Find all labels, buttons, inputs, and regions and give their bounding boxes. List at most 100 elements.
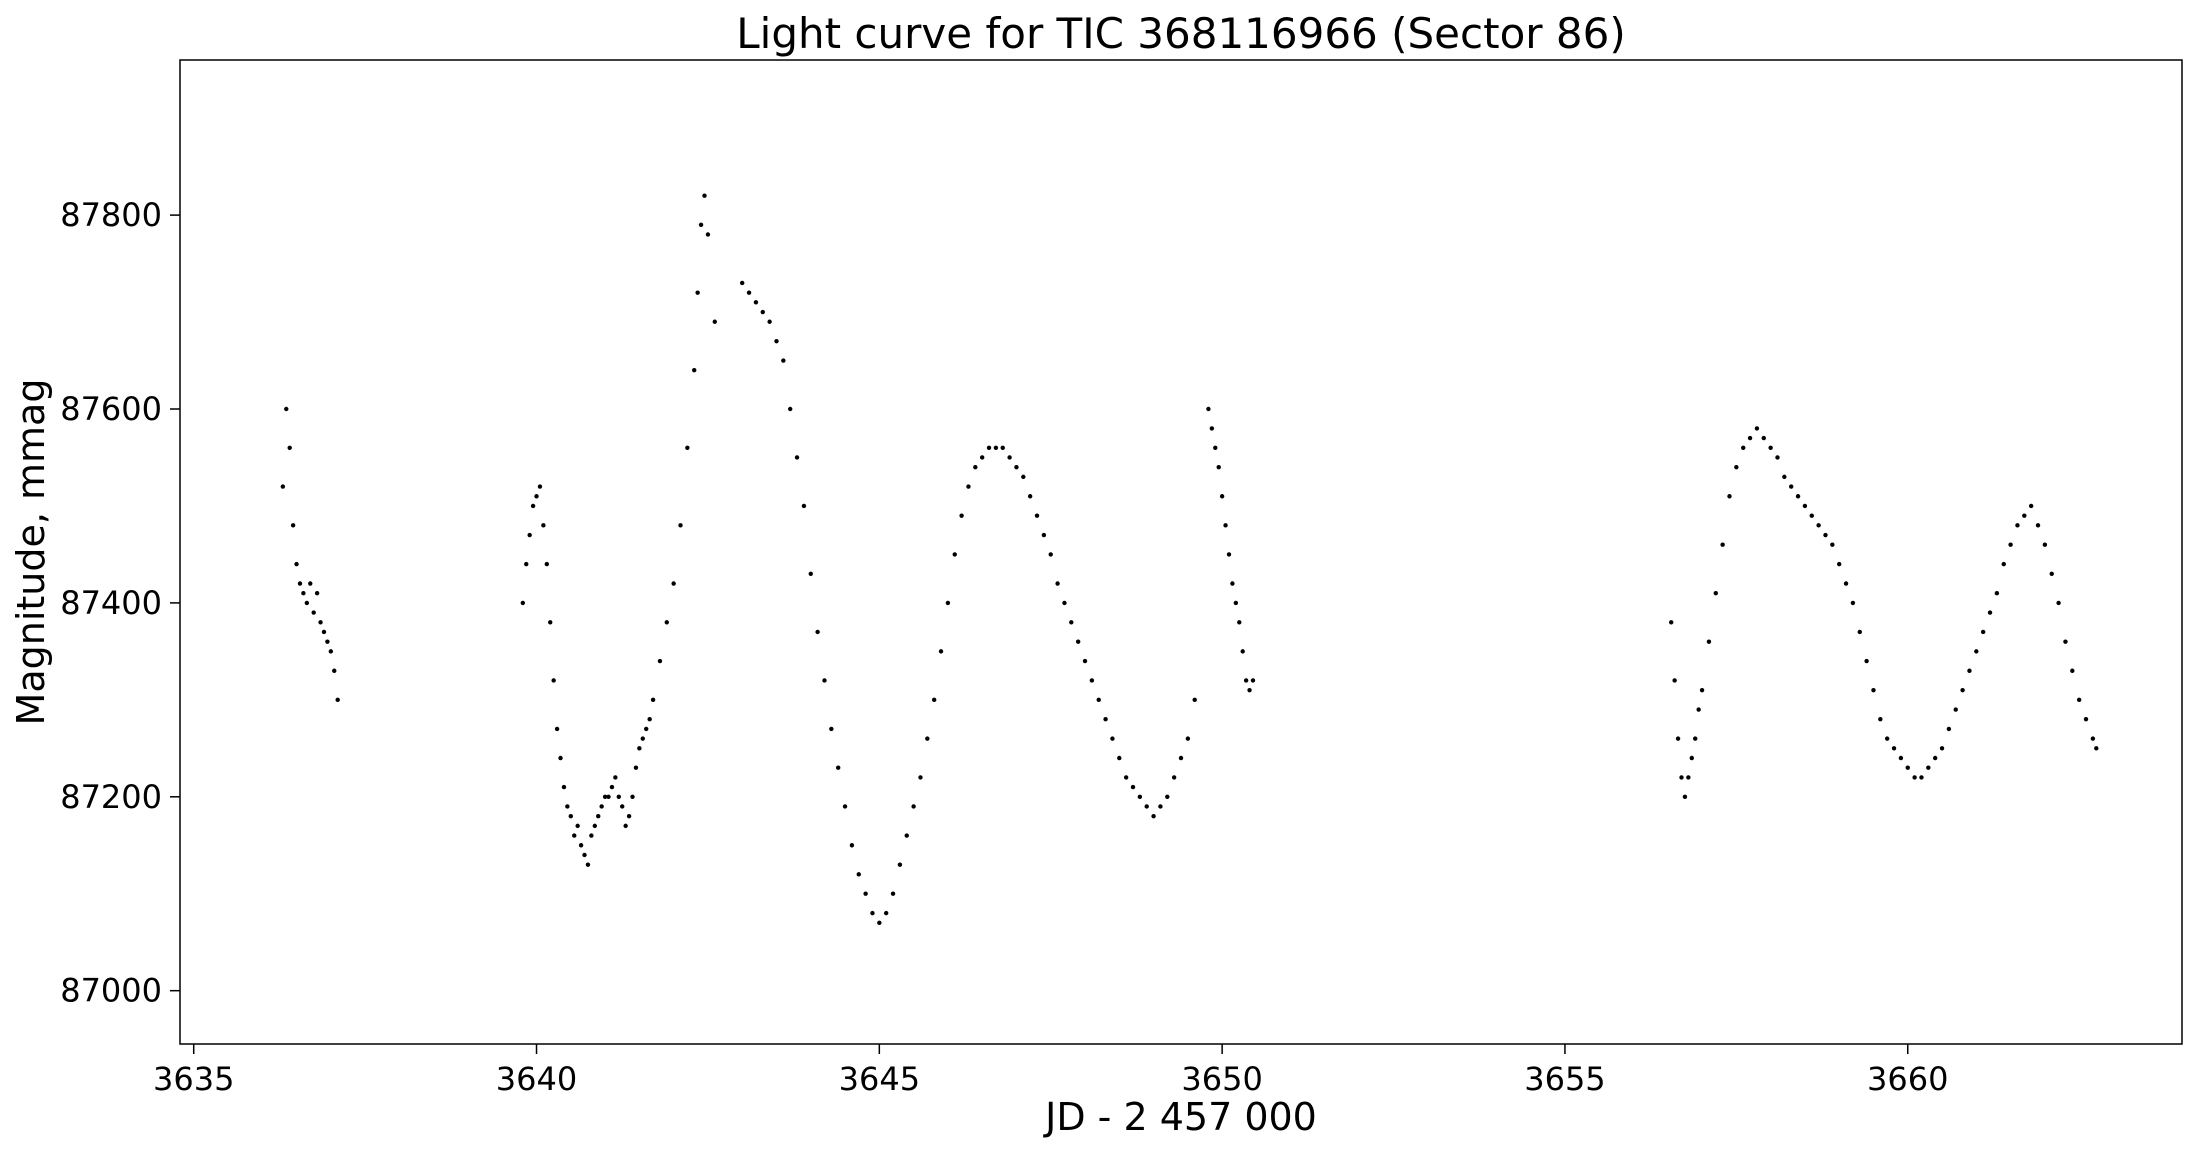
data-point — [1192, 697, 1197, 703]
data-point — [815, 629, 820, 635]
x-axis: 3635 3640 3645 3650 3655 3660 — [153, 1044, 1948, 1098]
data-point — [1209, 426, 1215, 431]
data-point — [592, 823, 597, 829]
data-point — [582, 852, 587, 858]
data-point — [1768, 445, 1773, 450]
data-point — [2042, 542, 2048, 547]
data-point — [1960, 687, 1965, 693]
data-point — [301, 591, 306, 596]
data-point — [524, 561, 529, 567]
plot-frame — [179, 59, 2183, 1045]
data-point — [1926, 765, 1931, 770]
data-point — [1994, 591, 2000, 596]
data-point — [551, 678, 556, 683]
data-point — [1250, 678, 1256, 683]
data-point — [1240, 649, 1245, 654]
data-point — [640, 736, 645, 741]
data-point — [829, 726, 834, 732]
data-point — [1699, 687, 1705, 693]
data-point — [1946, 726, 1952, 732]
data-point — [1823, 532, 1828, 538]
data-point — [1243, 678, 1249, 683]
data-point — [314, 591, 320, 596]
data-point — [1213, 445, 1218, 450]
data-point — [2063, 639, 2068, 644]
x-tick-label: 3660 — [1867, 1060, 1948, 1098]
data-point — [1696, 707, 1701, 712]
data-point — [1226, 552, 1232, 557]
data-point — [575, 823, 580, 829]
data-point — [945, 600, 951, 606]
data-point — [1089, 678, 1095, 683]
data-point — [606, 794, 611, 799]
data-point — [1775, 455, 1780, 460]
data-point — [904, 833, 909, 838]
x-tick-label: 3655 — [1524, 1060, 1605, 1098]
data-point — [835, 765, 841, 770]
data-point — [290, 523, 296, 528]
data-point — [1809, 513, 1814, 518]
data-point — [1795, 494, 1801, 499]
data-point — [1669, 620, 1674, 625]
data-point — [849, 843, 855, 848]
data-point — [1000, 445, 1005, 450]
data-point — [544, 561, 549, 567]
data-point — [613, 775, 618, 780]
data-point — [1034, 513, 1040, 518]
data-point — [870, 910, 875, 916]
data-point — [842, 804, 848, 809]
data-point — [585, 862, 591, 867]
data-point — [616, 794, 621, 799]
data-point — [1178, 755, 1184, 761]
data-point — [695, 290, 700, 295]
data-point — [1672, 678, 1677, 683]
data-point — [740, 280, 745, 286]
data-point — [1007, 455, 1012, 460]
data-point — [1223, 523, 1228, 528]
data-point — [620, 804, 625, 809]
data-point — [705, 232, 711, 237]
data-point — [746, 290, 752, 295]
data-point — [1802, 503, 1808, 509]
data-point — [1932, 755, 1938, 761]
data-point — [1891, 746, 1897, 751]
data-point — [1782, 474, 1787, 480]
y-axis-label: Magnitude, mmag — [9, 379, 53, 726]
data-point — [808, 571, 813, 577]
data-point — [609, 784, 615, 790]
data-point — [2070, 668, 2075, 673]
data-point — [1953, 707, 1958, 712]
data-point — [2022, 513, 2027, 518]
data-point — [1741, 445, 1746, 450]
data-point — [335, 697, 340, 703]
data-point — [1919, 775, 1924, 780]
data-point — [1974, 649, 1979, 654]
data-point — [911, 804, 916, 809]
data-point — [801, 503, 807, 509]
data-point — [712, 319, 717, 324]
y-axis: 87000 87200 87400 87600 87800 — [60, 196, 180, 1010]
y-tick-label: 87800 — [60, 196, 162, 234]
data-point — [1130, 784, 1136, 790]
data-point — [774, 338, 779, 344]
data-point — [2035, 523, 2041, 528]
data-point — [321, 629, 327, 635]
data-point — [781, 358, 786, 363]
x-tick-label: 3640 — [496, 1060, 577, 1098]
data-point — [883, 910, 889, 916]
data-point — [1233, 600, 1239, 606]
data-point — [537, 484, 543, 489]
data-point — [973, 464, 978, 470]
data-point — [979, 455, 985, 460]
data-point — [1675, 736, 1681, 741]
data-point — [664, 620, 669, 625]
data-point — [925, 736, 930, 741]
data-point — [637, 746, 642, 751]
data-point — [318, 620, 323, 625]
data-point — [1734, 464, 1739, 470]
data-point — [1216, 464, 1221, 470]
data-point — [1693, 736, 1698, 741]
data-point — [788, 406, 793, 412]
data-point — [558, 755, 563, 761]
